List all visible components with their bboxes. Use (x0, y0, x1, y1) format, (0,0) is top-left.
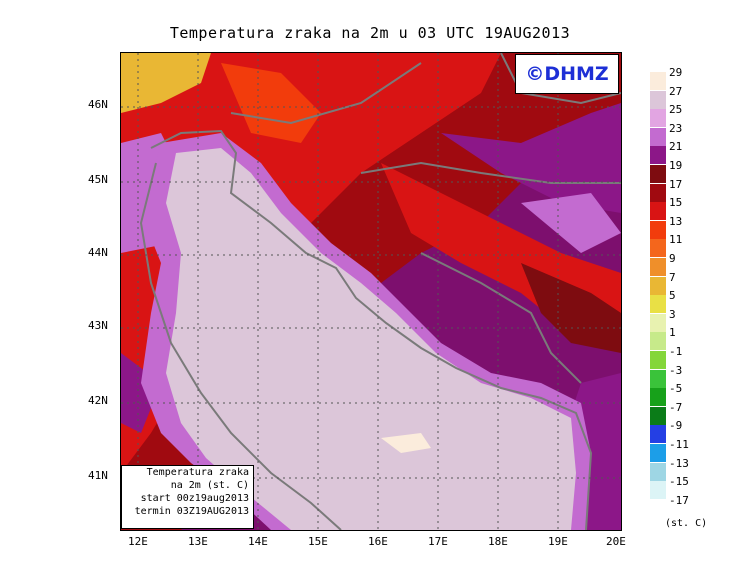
legend-label: 17 (669, 177, 683, 191)
pannonian-plain (441, 103, 621, 213)
info-line-4: termin 03Z19AUG2013 (134, 506, 249, 517)
legend-swatch (650, 72, 666, 90)
lat-label: 46N (88, 98, 108, 111)
north-warm-patch (121, 53, 211, 113)
legend-swatch (650, 369, 666, 388)
graticule (121, 53, 621, 530)
legend-swatch (650, 90, 666, 109)
legend-swatch (650, 444, 666, 462)
temperature-field (121, 53, 621, 530)
lon-label: 14E (248, 535, 268, 548)
dhmz-logo: ©DHMZ (515, 54, 619, 94)
info-line-3: start 00z19aug2013 (140, 493, 249, 504)
lon-label: 15E (308, 535, 328, 548)
legend-label: -11 (669, 438, 689, 451)
legend-swatch (650, 332, 666, 351)
info-line-2: na 2m (st. C) (170, 480, 249, 491)
legend-label: -17 (669, 493, 689, 507)
border-line-4 (500, 53, 621, 105)
border-line-1 (230, 62, 422, 125)
legend-swatch (650, 388, 666, 407)
legend-swatch (650, 183, 666, 202)
legend-unit: (st. C) (665, 518, 708, 529)
legend-swatch (650, 425, 666, 444)
legend-swatch (650, 295, 666, 314)
legend-label: 9 (669, 252, 676, 265)
legend-swatch (650, 481, 666, 500)
lon-label: 20E (606, 535, 626, 548)
border-line-2 (360, 161, 621, 184)
lat-label: 41N (88, 469, 108, 482)
legend-swatch (650, 202, 666, 221)
lat-label: 44N (88, 246, 108, 259)
legend-label: -15 (669, 475, 689, 489)
plain-warm (521, 193, 621, 253)
legend-label: 7 (669, 270, 676, 284)
legend-label: 15 (669, 196, 683, 210)
legend-swatch (650, 313, 666, 332)
legend-label: -3 (669, 363, 683, 377)
legend-label: 29 (669, 66, 683, 79)
italian-coastline (139, 162, 342, 530)
legend-swatch (650, 258, 666, 276)
legend-swatch (650, 127, 666, 146)
temperature-map (120, 52, 622, 531)
legend-label: 1 (669, 326, 676, 340)
legend-label: 13 (669, 214, 683, 228)
legend-label: -7 (669, 400, 683, 414)
legend-label: 19 (669, 159, 683, 172)
legend-label: -13 (669, 456, 689, 470)
legend-label: 5 (669, 289, 676, 303)
legend-label: 27 (669, 84, 683, 98)
legend-swatch (650, 220, 666, 239)
eastern-band (521, 263, 621, 353)
legend-label: 21 (669, 140, 683, 154)
legend-label: 3 (669, 307, 676, 321)
legend-swatch (650, 146, 666, 165)
lon-label: 12E (128, 535, 148, 548)
info-box: Temperatura zraka na 2m (st. C) start 00… (121, 465, 254, 529)
legend-label: 23 (669, 121, 683, 135)
sea-warm-spot (381, 433, 431, 453)
legend-label: 25 (669, 103, 683, 117)
lon-label: 18E (488, 535, 508, 548)
legend-swatch (650, 406, 666, 425)
legend-swatch (650, 239, 666, 258)
lat-label: 42N (88, 394, 108, 407)
lon-label: 13E (188, 535, 208, 548)
adriatic-sea (166, 148, 576, 530)
legend-swatch (650, 276, 666, 295)
legend-swatch (650, 165, 666, 183)
east-coastline (150, 129, 593, 530)
border-line-3 (420, 252, 582, 384)
alpine-patch (221, 63, 321, 143)
legend-swatch (650, 109, 666, 128)
legend-label: -5 (669, 382, 683, 396)
legend-label: -1 (669, 345, 683, 358)
legend-label: -9 (669, 419, 683, 433)
legend-swatch (650, 462, 666, 481)
lat-label: 43N (88, 319, 108, 332)
map-title: Temperatura zraka na 2m u 03 UTC 19AUG20… (169, 24, 571, 42)
lon-label: 17E (428, 535, 448, 548)
lat-label: 45N (88, 173, 108, 186)
info-line-1: Temperatura zraka (146, 467, 249, 478)
italy-west (121, 353, 161, 433)
lon-label: 19E (548, 535, 568, 548)
legend-label: 11 (669, 233, 683, 247)
legend-swatch (650, 351, 666, 369)
lon-label: 16E (368, 535, 388, 548)
